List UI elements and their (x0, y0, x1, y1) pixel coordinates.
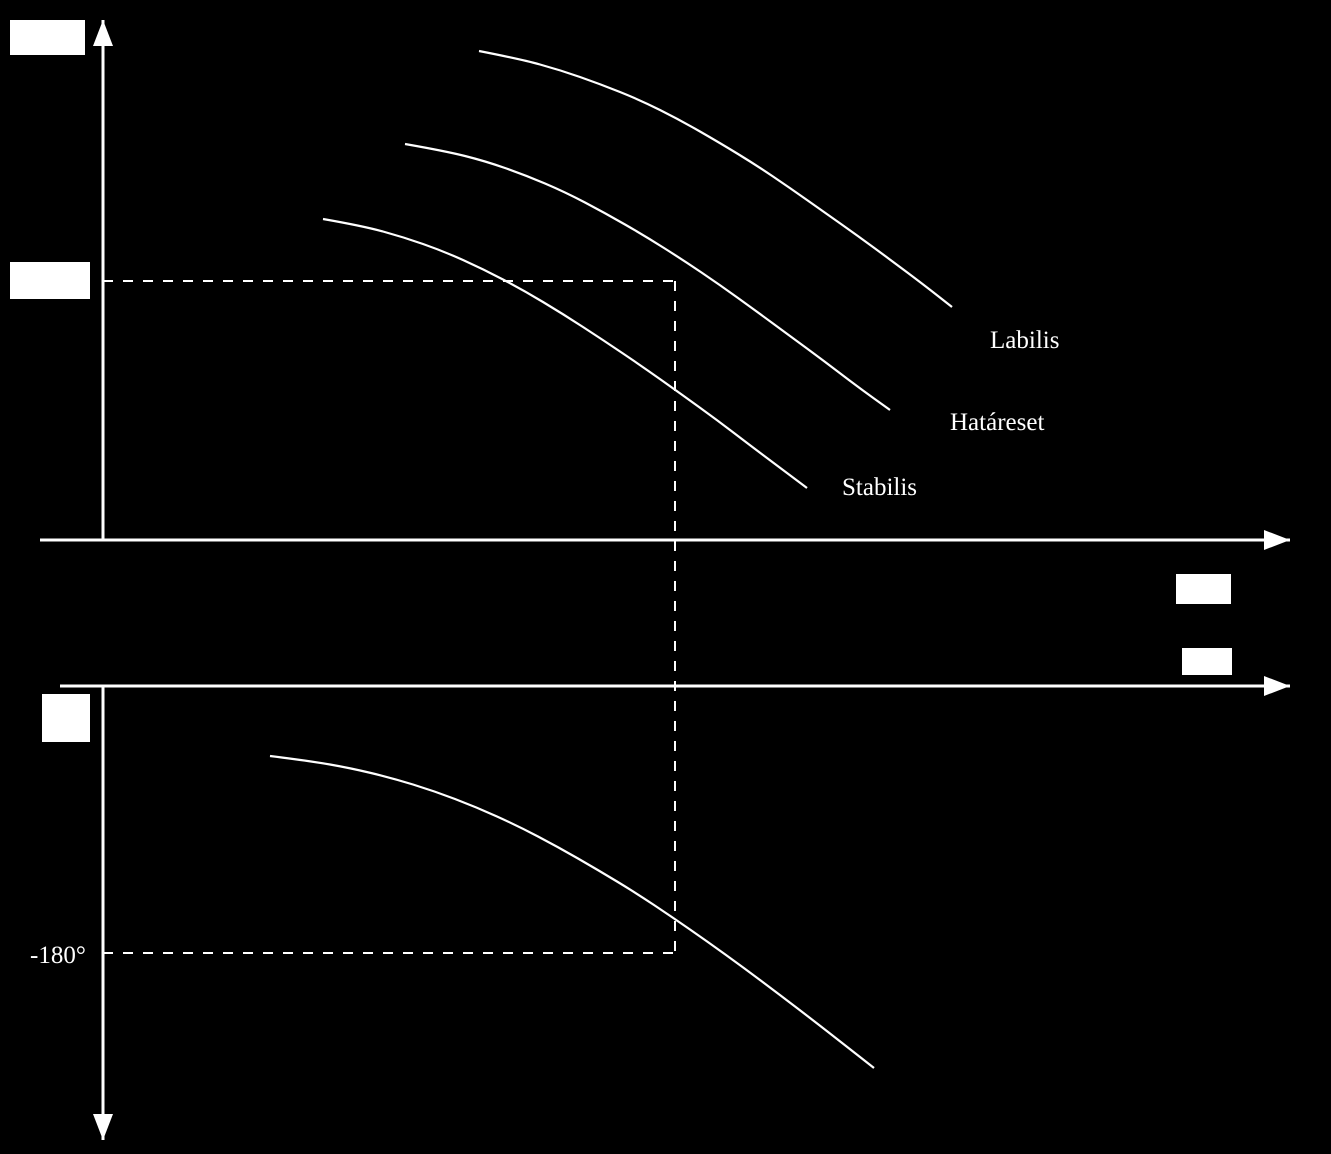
ylabel-bottom-box (42, 694, 90, 742)
axis-x-arrow (1264, 530, 1290, 550)
bode-diagram: Labilis Határeset Stabilis -180° (0, 0, 1331, 1154)
curve-label-hatareset: Határeset (950, 409, 1044, 436)
curve-labilis (479, 51, 952, 307)
curve-stabilis (323, 219, 807, 488)
xlabel-bottom-box-w (1182, 648, 1232, 675)
axis-y-arrow (93, 1114, 113, 1140)
xlabel-top-box-w (1176, 574, 1231, 604)
axis-y-arrow (93, 20, 113, 46)
axis-x-arrow (1264, 676, 1290, 696)
ylabel-top-box (10, 20, 85, 55)
curve-label-labilis: Labilis (990, 327, 1059, 354)
ytick-1-box (10, 262, 90, 299)
curve-label-stabilis: Stabilis (842, 474, 917, 501)
phase-minus180-label: -180° (30, 942, 86, 969)
curve-phase (270, 756, 874, 1068)
